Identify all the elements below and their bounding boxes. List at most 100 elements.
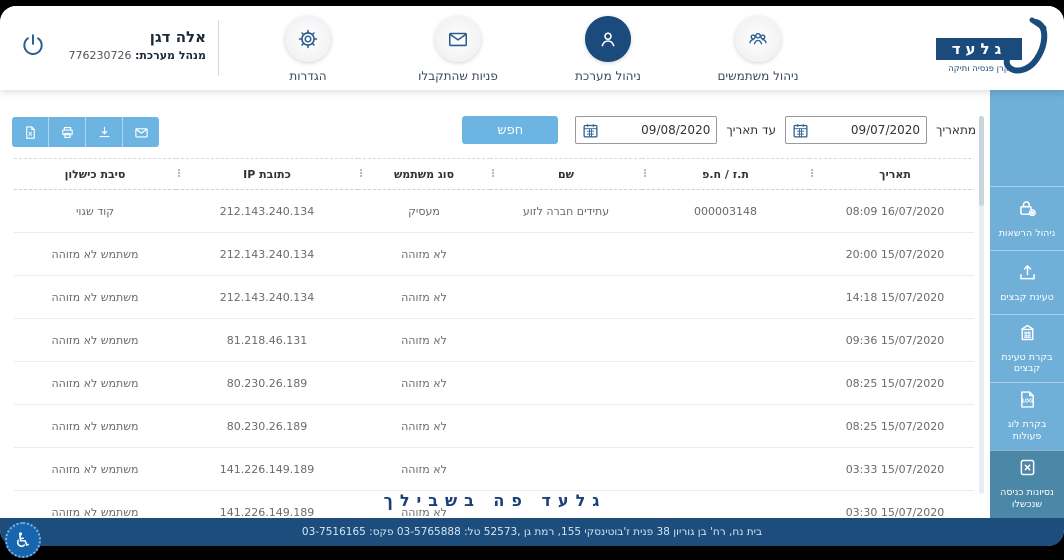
table-cell bbox=[490, 318, 642, 362]
table-row[interactable]: 15/07/2020 09:36 לא מזוהה 81.218.46.131 משת… bbox=[14, 318, 974, 362]
table-cell: 000003148 bbox=[642, 189, 809, 233]
column-header[interactable]: סיבת כישלון bbox=[14, 158, 176, 190]
table-cell bbox=[490, 275, 642, 319]
table-cell: 212.143.240.134 bbox=[176, 232, 358, 276]
scrollbar[interactable] bbox=[979, 116, 984, 494]
table-cell: 15/07/2020 03:30 bbox=[809, 490, 974, 518]
sidebar-spacer bbox=[990, 90, 1064, 186]
nav-system-management-label: ניהול מערכת bbox=[575, 69, 641, 83]
table-cell: לא מזוהה bbox=[358, 232, 490, 276]
gilad-logo: גלעד קרן פנסיה ותיקה bbox=[928, 16, 1050, 82]
main-area: מתאריך 09/07/2020 עד תאריך bbox=[0, 90, 1064, 518]
column-header[interactable]: סוג משתמש ⋮ bbox=[356, 158, 490, 190]
sidebar-item-action-log[interactable]: LOG בקרת לוג פעולות bbox=[990, 382, 1064, 450]
nav-received-inquiries[interactable]: פניות שהתקבלו bbox=[412, 16, 504, 83]
column-header[interactable]: ת.ז / ח.פ ⋮ bbox=[640, 158, 809, 190]
column-header-label: סוג משתמש bbox=[393, 167, 455, 181]
table-cell: 80.230.26.189 bbox=[176, 404, 358, 448]
gear-icon bbox=[285, 16, 331, 62]
print-icon[interactable] bbox=[48, 117, 85, 147]
from-date-value: 09/07/2020 bbox=[850, 123, 921, 137]
nav-settings[interactable]: הגדרות bbox=[262, 16, 354, 83]
excel-export-icon[interactable] bbox=[12, 117, 48, 147]
logout-power-icon[interactable] bbox=[20, 32, 46, 58]
sidebar-item-label: בקרת טעינת קבצים bbox=[1001, 351, 1053, 375]
table-cell: לא מזוהה bbox=[358, 404, 490, 448]
table-cell: 212.143.240.134 bbox=[176, 189, 358, 233]
email-icon[interactable] bbox=[122, 117, 159, 147]
table-cell: מעסיק bbox=[358, 189, 490, 233]
person-icon bbox=[585, 16, 631, 62]
nav-settings-label: הגדרות bbox=[289, 69, 327, 83]
sidebar-item-label: טעינת קבצים bbox=[1000, 291, 1054, 303]
table-cell: 15/07/2020 20:00 bbox=[809, 232, 974, 276]
sidebar-item-failed-logins[interactable]: נסיונות כניסה שנכשלו bbox=[990, 450, 1064, 518]
sidebar-item-label: נסיונות כניסה שנכשלו bbox=[1000, 487, 1054, 511]
nav-received-inquiries-label: פניות שהתקבלו bbox=[418, 69, 498, 83]
sidebar-item-upload-control[interactable]: בקרת טעינת קבצים bbox=[990, 314, 1064, 382]
failed-logins-table-wrap: תאריך ⋮ ת.ז / ח.פ ⋮ שם ⋮ סוג משתמש ⋮ כתובת IP ⋮ סי… bbox=[14, 158, 974, 518]
table-cell: 81.218.46.131 bbox=[176, 318, 358, 362]
failed-logins-table: תאריך ⋮ ת.ז / ח.פ ⋮ שם ⋮ סוג משתמש ⋮ כתובת IP ⋮ סי… bbox=[14, 158, 974, 518]
table-cell bbox=[490, 490, 642, 518]
table-cell: 141.226.149.189 bbox=[176, 490, 358, 518]
table-cell bbox=[642, 318, 809, 362]
search-button[interactable]: חפש bbox=[462, 116, 559, 144]
table-row[interactable]: 15/07/2020 08:25 לא מזוהה 80.230.26.189 משת… bbox=[14, 361, 974, 405]
user-role-number: 776230726 bbox=[68, 49, 132, 62]
table-cell: משתמש לא מזוהה bbox=[14, 490, 176, 518]
download-icon[interactable] bbox=[85, 117, 122, 147]
table-body: 16/07/2020 08:09 000003148 עתידים חברה לזו… bbox=[14, 189, 974, 518]
export-toolbar bbox=[12, 117, 159, 147]
table-row[interactable]: 15/07/2020 03:30 לא מזוהה 141.226.149.189 מ… bbox=[14, 490, 974, 518]
column-header-label: כתובת IP bbox=[243, 167, 291, 181]
column-header[interactable]: שם ⋮ bbox=[488, 158, 642, 190]
table-cell: 16/07/2020 08:09 bbox=[809, 189, 974, 233]
to-date-input[interactable]: 09/08/2020 bbox=[575, 116, 718, 144]
calendar-icon[interactable] bbox=[792, 122, 809, 139]
nav-user-management[interactable]: ניהול משתמשים bbox=[712, 16, 804, 83]
user-name: אלה דגן bbox=[149, 28, 206, 46]
table-cell: 141.226.149.189 bbox=[176, 447, 358, 491]
table-row[interactable]: 15/07/2020 03:33 לא מזוהה 141.226.149.189 מ… bbox=[14, 447, 974, 491]
sidebar-item-file-upload[interactable]: טעינת קבצים bbox=[990, 250, 1064, 314]
table-cell: עתידים חברה לזוע bbox=[490, 189, 642, 233]
scrollbar-thumb[interactable] bbox=[979, 116, 984, 206]
sort-icon: ⋮ bbox=[356, 168, 366, 180]
user-info: אלה דגן מנהל מערכת: 776230726 bbox=[56, 28, 206, 62]
calendar-icon[interactable] bbox=[582, 122, 599, 139]
table-cell: 15/07/2020 09:36 bbox=[809, 318, 974, 362]
table-cell: לא מזוהה bbox=[358, 361, 490, 405]
accessibility-button[interactable]: ♿ bbox=[5, 522, 41, 558]
sidebar-item-label: בקרת לוג פעולות bbox=[1007, 419, 1047, 443]
table-cell: משתמש לא מזוהה bbox=[14, 318, 176, 362]
table-cell bbox=[642, 490, 809, 518]
table-cell bbox=[642, 404, 809, 448]
table-row[interactable]: 15/07/2020 08:25 לא מזוהה 80.230.26.189 משת… bbox=[14, 404, 974, 448]
table-cell: משתמש לא מזוהה bbox=[14, 232, 176, 276]
table-cell bbox=[642, 361, 809, 405]
to-date-label: עד תאריך bbox=[726, 123, 777, 137]
nav-system-management[interactable]: ניהול מערכת bbox=[562, 16, 654, 83]
table-cell: 15/07/2020 03:33 bbox=[809, 447, 974, 491]
table-cell: 15/07/2020 08:25 bbox=[809, 404, 974, 448]
table-cell bbox=[490, 361, 642, 405]
nav-user-management-label: ניהול משתמשים bbox=[717, 69, 799, 83]
user-role-label: מנהל מערכת: bbox=[134, 49, 206, 62]
table-row[interactable]: 16/07/2020 08:09 000003148 עתידים חברה לזו… bbox=[14, 189, 974, 233]
column-header[interactable]: תאריך ⋮ bbox=[807, 158, 974, 190]
upload-icon bbox=[1017, 262, 1038, 287]
column-header[interactable]: כתובת IP ⋮ bbox=[174, 158, 358, 190]
accessibility-icon: ♿ bbox=[14, 528, 32, 552]
table-cell: לא מזוהה bbox=[358, 275, 490, 319]
column-header-label: ת.ז / ח.פ bbox=[702, 167, 749, 181]
table-cell: 212.143.240.134 bbox=[176, 275, 358, 319]
sidebar-item-permissions[interactable]: ניהול הרשאות bbox=[990, 186, 1064, 250]
table-row[interactable]: 15/07/2020 20:00 לא מזוהה 212.143.240.134 מ… bbox=[14, 232, 974, 276]
table-cell: קוד שגוי bbox=[14, 189, 176, 233]
from-date-input[interactable]: 09/07/2020 bbox=[785, 116, 928, 144]
table-cell: משתמש לא מזוהה bbox=[14, 361, 176, 405]
table-row[interactable]: 15/07/2020 14:18 לא מזוהה 212.143.240.134 מ… bbox=[14, 275, 974, 319]
column-header-label: שם bbox=[557, 167, 574, 181]
table-cell bbox=[642, 447, 809, 491]
